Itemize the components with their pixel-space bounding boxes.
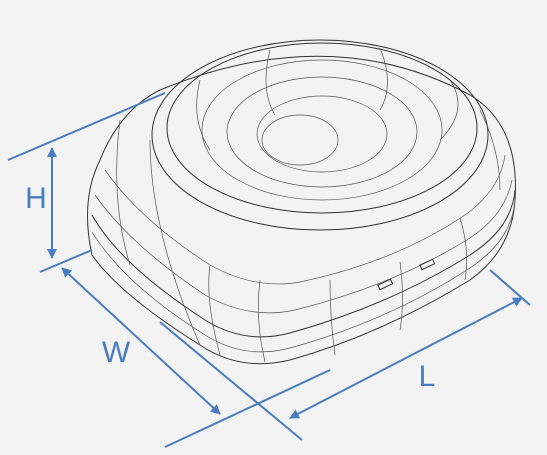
length-arrow: [289, 297, 523, 419]
width-arrow: [61, 267, 221, 415]
width-label: W: [102, 336, 131, 369]
extension-line: [7, 92, 166, 161]
extension-line: [489, 269, 531, 306]
height-label: H: [25, 182, 47, 215]
dimensions: H W L: [7, 92, 531, 448]
length-label: L: [419, 360, 436, 393]
extension-line: [159, 321, 303, 441]
extension-line: [39, 249, 93, 273]
